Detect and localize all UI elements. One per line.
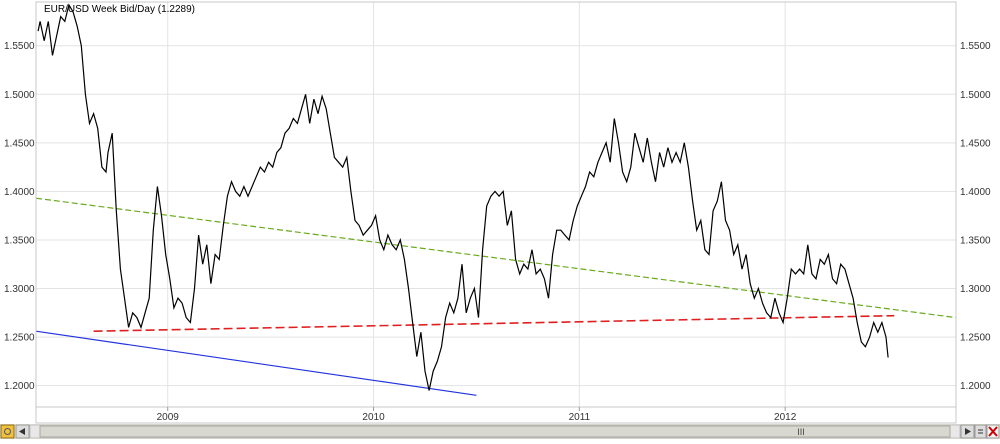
y-tick-label-left: 1.4500 <box>4 138 35 149</box>
chart-title: EUR/USD Week Bid/Day (1.2289) <box>44 4 195 15</box>
y-tick-label-right: 1.5500 <box>960 41 991 52</box>
trendline-1 <box>35 197 957 319</box>
y-tick-label-left: 1.2500 <box>4 333 35 344</box>
bottom-toolbar: III <box>0 424 1000 439</box>
close-icon <box>988 426 998 437</box>
y-tick-label-left: 1.5500 <box>4 41 35 52</box>
price-layer <box>37 3 889 391</box>
y-tick-label-left: 1.3000 <box>4 284 35 295</box>
scrollbar-thumb[interactable] <box>39 425 951 438</box>
y-tick-label-right: 1.3500 <box>960 235 991 246</box>
y-tick-label-right: 1.3000 <box>960 284 991 295</box>
x-tick-label: 2011 <box>569 412 591 423</box>
axis-layer: 1.2000 1.2000 1.2500 1.2500 1.3000 1.3000 1.35… <box>4 1 991 424</box>
trendline-2 <box>93 314 895 332</box>
x-tick-label: 2010 <box>362 412 385 423</box>
y-tick-label-left: 1.3500 <box>4 235 35 246</box>
trendline-3 <box>35 330 477 396</box>
y-tick-label-right: 1.4000 <box>960 187 991 198</box>
x-tick-label: 2009 <box>157 412 180 423</box>
y-tick-label-right: 1.2500 <box>960 333 991 344</box>
scroll-left-icon <box>19 428 25 435</box>
y-tick-label-left: 1.5000 <box>4 90 35 101</box>
settings-button[interactable] <box>0 424 15 439</box>
x-tick-label: 2012 <box>774 412 797 423</box>
scroll-right-icon <box>965 428 971 435</box>
y-tick-label-left: 1.2000 <box>4 381 35 392</box>
scrollbar-thumb-grip: III <box>797 427 805 437</box>
zoom-icon <box>978 429 983 434</box>
price-line <box>37 3 889 391</box>
y-tick-label-right: 1.5000 <box>960 90 991 101</box>
zoom-button[interactable] <box>974 424 987 439</box>
trend-layer <box>35 197 957 396</box>
y-tick-label-right: 1.2000 <box>960 381 991 392</box>
y-tick-label-left: 1.4000 <box>4 187 35 198</box>
y-tick-label-right: 1.4500 <box>960 138 991 149</box>
settings-icon <box>4 428 11 435</box>
grid-layer <box>36 2 956 407</box>
x-axis-strip <box>35 406 957 424</box>
